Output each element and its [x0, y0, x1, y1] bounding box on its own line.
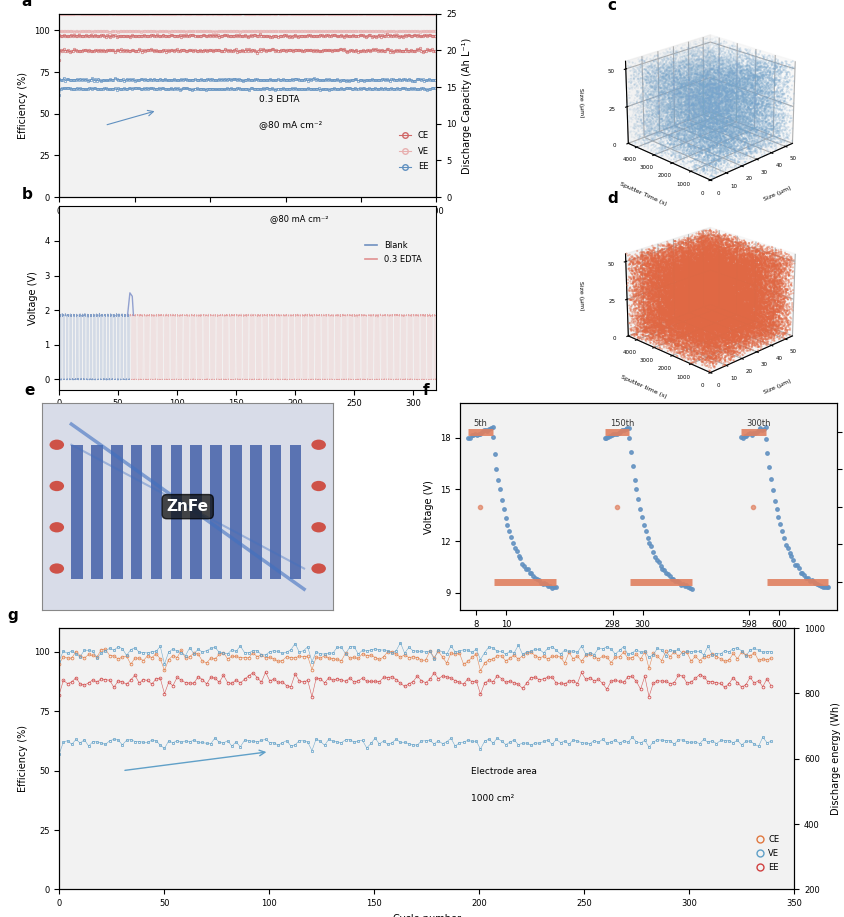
Text: 0.3 EDTA: 0.3 EDTA [259, 94, 300, 104]
Circle shape [50, 481, 64, 492]
Circle shape [50, 439, 64, 450]
X-axis label: Size (μm): Size (μm) [762, 186, 791, 203]
Y-axis label: Efficiency (%): Efficiency (%) [18, 72, 28, 139]
Text: 150th: 150th [609, 419, 634, 428]
Bar [289, 445, 300, 579]
Text: d: d [606, 191, 617, 205]
Text: @80 mA cm⁻²: @80 mA cm⁻² [270, 214, 328, 223]
Text: e: e [24, 383, 35, 398]
Y-axis label: Efficiency (%): Efficiency (%) [18, 725, 28, 792]
Bar [230, 445, 241, 579]
Legend: Blank, 0.3 EDTA: Blank, 0.3 EDTA [360, 238, 425, 267]
Bar [71, 445, 83, 579]
Y-axis label: Discharge energy (Wh): Discharge energy (Wh) [830, 702, 840, 815]
X-axis label: Time (h): Time (h) [227, 414, 268, 424]
Text: @80 mA cm⁻²: @80 mA cm⁻² [259, 120, 322, 129]
Y-axis label: Discharge Capacity (Ah L⁻¹): Discharge Capacity (Ah L⁻¹) [462, 38, 472, 173]
Y-axis label: Voltage (V): Voltage (V) [29, 271, 39, 325]
Bar [150, 445, 162, 579]
Circle shape [311, 522, 326, 533]
X-axis label: Time (h): Time (h) [627, 634, 668, 644]
Text: f: f [422, 383, 429, 398]
Bar [91, 445, 103, 579]
Circle shape [50, 563, 64, 574]
Text: g: g [8, 608, 19, 624]
X-axis label: Cycle number: Cycle number [392, 913, 460, 917]
Circle shape [311, 481, 326, 492]
Text: Electrode area: Electrode area [470, 768, 536, 777]
Circle shape [311, 439, 326, 450]
Text: 300th: 300th [745, 419, 770, 428]
Legend: CE, VE, EE: CE, VE, EE [395, 127, 432, 175]
Bar [170, 445, 182, 579]
Bar [250, 445, 261, 579]
Circle shape [311, 563, 326, 574]
Bar [131, 445, 143, 579]
Bar [111, 445, 122, 579]
Text: ZnFe: ZnFe [166, 499, 208, 514]
Legend: CE, VE, EE: CE, VE, EE [753, 831, 782, 875]
Text: 5th: 5th [473, 419, 487, 428]
Text: b: b [21, 187, 32, 202]
Bar [269, 445, 281, 579]
Circle shape [50, 522, 64, 533]
Bar [190, 445, 202, 579]
Text: c: c [606, 0, 615, 13]
X-axis label: Cycle number: Cycle number [214, 221, 282, 231]
Y-axis label: Voltage (V): Voltage (V) [424, 480, 434, 534]
Bar [210, 445, 222, 579]
X-axis label: Size (μm): Size (μm) [762, 379, 791, 395]
Text: a: a [21, 0, 32, 9]
Y-axis label: Sputter Time (s): Sputter Time (s) [619, 182, 667, 206]
Text: 1000 cm²: 1000 cm² [470, 793, 513, 802]
Y-axis label: Sputter time (s): Sputter time (s) [619, 374, 666, 399]
